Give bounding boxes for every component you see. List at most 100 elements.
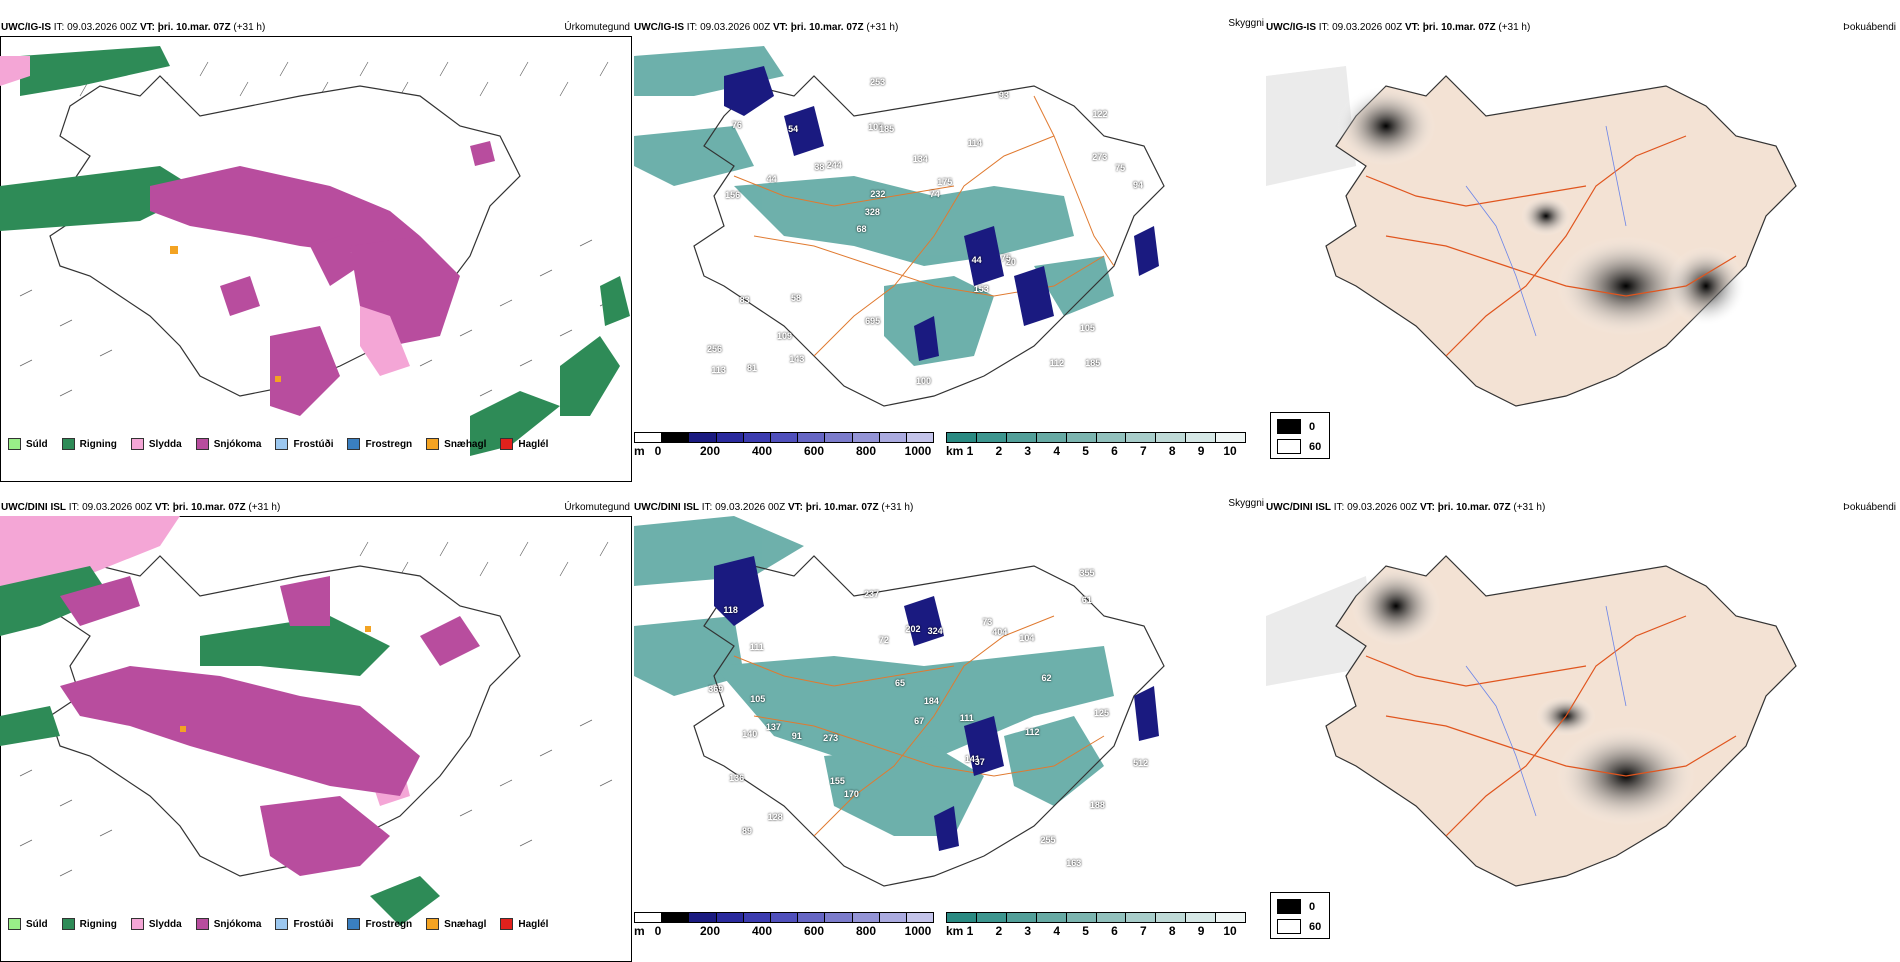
colorbar-swatch [906, 913, 934, 922]
cloudbase-label: 89 [741, 825, 752, 836]
cloudbase-colorbar-swatches [634, 912, 934, 923]
cloudbase-label: 170 [843, 789, 859, 800]
colorbar-tick: 4 [1053, 924, 1060, 938]
cloudbase-label: 137 [765, 721, 781, 732]
cloudbase-label: 118 [723, 605, 738, 616]
colorbar-tick: 800 [855, 924, 877, 938]
cloudbase-label: 134 [912, 153, 928, 164]
cloudbase-label: 111 [749, 641, 764, 652]
cloudbase-colorbar-top: 0 200 400 600 800 1000 m [634, 432, 934, 458]
colorbar-swatch [798, 913, 826, 922]
cloudbase-label: 237 [864, 589, 880, 600]
cloudbase-label: 122 [1092, 108, 1108, 119]
cloudbase-label: 38 [814, 162, 825, 173]
colorbar-tick: 9 [1197, 924, 1205, 938]
colorbar-swatch [770, 913, 799, 922]
cloudbase-label: 244 [826, 160, 842, 171]
cloudbase-colorbar-unit: m [634, 924, 645, 938]
colorbar-tick: 6 [1111, 924, 1118, 938]
visibility-colorbar-swatches [946, 912, 1246, 923]
colorbar-swatch [1036, 433, 1067, 442]
cloudbase-label: 153 [973, 283, 989, 294]
fog-legend-bottom: 0 60 [1270, 892, 1330, 939]
legend-item: Snæhagl [426, 438, 486, 450]
panel-title: UWC/IG-IS IT: 09.03.2026 00Z VT: þri. 10… [1266, 22, 1531, 33]
cloudbase-label: 62 [1041, 672, 1052, 683]
colorbar-tick: 2 [995, 444, 1003, 458]
fog-panel-top: UWC/IG-IS IT: 09.03.2026 00Z VT: þri. 10… [1266, 14, 1900, 460]
colorbar-tick: 400 [751, 444, 773, 458]
colorbar-swatch [1066, 913, 1097, 922]
cloudbase-label: 255 [1040, 834, 1056, 845]
colorbar-swatch [1126, 433, 1157, 442]
cloudbase-colorbar-bottom: 0 200 400 600 800 1000 m [634, 912, 934, 938]
cloudbase-colorbar-swatches [634, 432, 934, 443]
cloudbase-label: 93 [998, 90, 1009, 101]
legend-item: Snjókoma [195, 438, 261, 450]
visibility-colorbar-ticks: 1 2 3 4 5 6 7 8 9 10 [946, 924, 1246, 938]
cloudbase-label: 253 [870, 76, 886, 87]
legend-item: Frostregn [347, 918, 412, 930]
cloudbase-label: 185 [879, 123, 895, 134]
cloudbase-label: 128 [767, 811, 783, 822]
panel-title: UWC/DINI ISL IT: 09.03.2026 00Z VT: þri.… [1266, 502, 1546, 513]
panel-title: UWC/IG-IS IT: 09.03.2026 00Z VT: þri. 10… [634, 22, 899, 33]
cloudbase-label: 141 [964, 754, 980, 765]
cloudbase-label: 72 [878, 635, 889, 646]
cloudbase-label: 273 [1092, 151, 1108, 162]
colorbar-swatch [743, 913, 771, 922]
colorbar-tick: 200 [699, 444, 721, 458]
colorbar-tick: 200 [699, 924, 721, 938]
cloudbase-label: 188 [1089, 799, 1105, 810]
cloudbase-label: 114 [967, 137, 983, 148]
cloudbase-label: 256 [707, 344, 723, 355]
legend-item: Frostúði [275, 918, 333, 930]
cloudbase-label: 44 [766, 173, 777, 184]
fog-map-bottom [1266, 555, 1797, 887]
cloudbase-label: 324 [927, 626, 943, 637]
fog-legend-item: 0 [1277, 419, 1315, 434]
visibility-colorbar-bottom: 1 2 3 4 5 6 7 8 9 10 km [946, 912, 1246, 938]
cloudbase-label: 185 [1085, 358, 1101, 369]
cloudbase-label: 111 [959, 713, 974, 724]
precip-map-bottom [0, 516, 632, 962]
colorbar-tick: 3 [1024, 444, 1032, 458]
legend-item: Frostúði [275, 438, 333, 450]
cloudbase-label: 75 [1115, 163, 1126, 174]
cloudbase-label: 104 [1019, 633, 1035, 644]
visibility-colorbar-ticks: 1 2 3 4 5 6 7 8 9 10 [946, 444, 1246, 458]
colorbar-swatch [689, 433, 717, 442]
colorbar-swatch [1216, 913, 1246, 922]
cloudbase-label: 74 [929, 189, 940, 200]
precip-legend-bottom: Súld Rigning Slydda Snjókoma Frostúði Fr… [8, 918, 548, 930]
precip-map-top [0, 36, 632, 482]
colorbar-tick: 10 [1223, 444, 1237, 458]
colorbar-swatch [825, 433, 853, 442]
cloudbase-label: 143 [789, 354, 805, 365]
colorbar-tick: 8 [1168, 444, 1176, 458]
colorbar-swatch [852, 913, 880, 922]
colorbar-swatch [825, 913, 853, 922]
cloudbase-label: 105 [750, 694, 766, 705]
panel-title: UWC/IG-IS IT: 09.03.2026 00Z VT: þri. 10… [1, 22, 266, 33]
cloudbase-label: 68 [856, 224, 867, 235]
cloudbase-label: 136 [729, 773, 745, 784]
colorbar-swatch [879, 913, 907, 922]
cloudbase-label: 76 [731, 119, 742, 130]
panel-title: UWC/DINI ISL IT: 09.03.2026 00Z VT: þri.… [634, 502, 914, 513]
visibility-colorbar-unit: km [946, 444, 964, 458]
legend-item: Haglél [500, 918, 548, 930]
cloudbase-label: 20 [1005, 256, 1016, 267]
colorbar-swatch [906, 433, 934, 442]
colorbar-tick: 1000 [904, 444, 932, 458]
colorbar-tick: 0 [654, 924, 662, 938]
colorbar-swatch [770, 433, 799, 442]
visibility-colorbar-top: 1 2 3 4 5 6 7 8 9 10 km [946, 432, 1246, 458]
colorbar-swatch [1156, 913, 1187, 922]
visibility-colorbar-swatches [946, 432, 1246, 443]
precip-legend-top: Súld Rigning Slydda Snjókoma Frostúði Fr… [8, 438, 548, 450]
cloudbase-label: 100 [915, 375, 932, 386]
panel-name: Skyggni [1228, 18, 1264, 29]
colorbar-swatch [976, 433, 1007, 442]
colorbar-tick: 7 [1139, 924, 1147, 938]
